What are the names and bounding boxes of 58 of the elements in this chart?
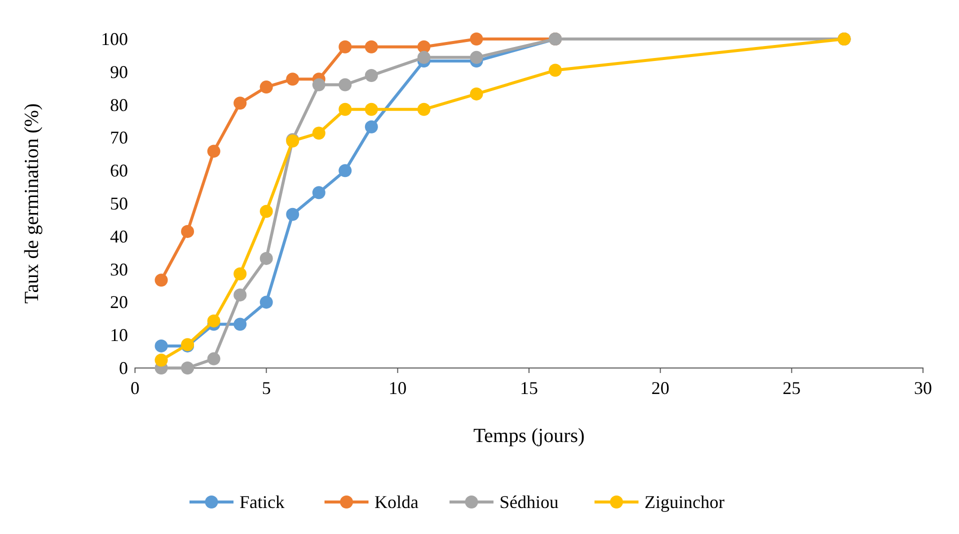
- y-tick-label: 30: [110, 259, 128, 280]
- y-tick-label: 100: [101, 29, 128, 49]
- legend-label: Fatick: [240, 492, 284, 512]
- y-tick-label: 90: [110, 62, 128, 82]
- point: [207, 352, 220, 366]
- point: [286, 72, 300, 86]
- x-tick-label: 5: [262, 378, 271, 398]
- legend-label: Ziguinchor: [644, 492, 724, 512]
- point: [181, 224, 194, 238]
- legend-label: Sédhiou: [500, 492, 559, 512]
- y-tick-label: 10: [110, 325, 128, 346]
- point: [312, 186, 326, 200]
- point: [260, 204, 273, 218]
- point: [470, 32, 483, 46]
- point: [338, 40, 352, 54]
- x-tick-label: 15: [520, 378, 538, 398]
- point: [234, 288, 247, 302]
- point: [417, 102, 430, 116]
- y-axis-title: Taux de germination (%): [21, 103, 43, 304]
- point: [470, 50, 483, 64]
- point: [470, 87, 483, 100]
- point: [364, 120, 378, 134]
- point: [234, 96, 247, 110]
- y-tick-label: 40: [110, 226, 128, 246]
- point: [338, 164, 352, 178]
- point: [286, 208, 300, 221]
- point: [207, 144, 220, 158]
- point: [154, 339, 168, 352]
- point: [260, 296, 273, 309]
- y-tick-label: 60: [110, 160, 128, 181]
- point: [417, 50, 430, 64]
- point: [154, 274, 168, 287]
- y-tick-label: 50: [110, 194, 128, 214]
- point: [312, 78, 326, 92]
- point: [312, 126, 326, 140]
- point: [260, 80, 273, 94]
- x-axis-title: Temps (jours): [473, 425, 585, 447]
- point: [234, 267, 247, 280]
- point: [338, 102, 352, 116]
- y-tick-label: 0: [119, 358, 128, 378]
- y-tick-label: 20: [110, 292, 128, 312]
- point: [548, 64, 562, 77]
- point: [234, 318, 247, 331]
- legend-label: Kolda: [374, 492, 418, 512]
- point: [364, 69, 378, 82]
- point: [338, 78, 352, 92]
- point: [364, 40, 378, 54]
- point: [181, 362, 194, 374]
- x-tick-label: 10: [388, 378, 407, 398]
- y-tick-label: 80: [110, 94, 128, 115]
- point: [364, 102, 378, 116]
- point: [260, 252, 273, 265]
- x-tick-label: 20: [651, 378, 670, 398]
- x-tick-label: 25: [782, 378, 801, 398]
- point: [207, 314, 220, 328]
- y-tick-label: 70: [110, 128, 128, 148]
- x-tick-label: 30: [914, 378, 932, 398]
- point: [154, 354, 168, 367]
